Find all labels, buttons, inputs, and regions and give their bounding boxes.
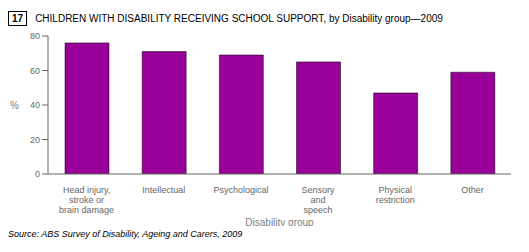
svg-text:Disability group: Disability group [245,217,314,226]
svg-text:0: 0 [35,169,40,179]
svg-text:Other: Other [461,185,484,195]
svg-text:Psychological: Psychological [213,185,268,195]
svg-text:Intellectual: Intellectual [142,185,185,195]
html-text:Source: ABS Survey of Disabili: Source: ABS Survey of Disability, Ageing… [8,229,243,239]
html-text:17: 17 [12,12,24,24]
svg-text:60: 60 [30,66,40,76]
svg-text:80: 80 [30,31,40,41]
svg-text:Physicalrestriction: Physicalrestriction [376,185,415,205]
svg-text:Sensoryandspeech: Sensoryandspeech [302,185,336,215]
svg-text:%: % [10,100,19,111]
svg-text:20: 20 [30,135,40,145]
svg-text:40: 40 [30,100,40,110]
html-text:CHILDREN WITH DISABILITY RECEI: CHILDREN WITH DISABILITY RECEIVING SCHOO… [35,12,443,24]
svg-text:Head injury,stroke orbrain dam: Head injury,stroke orbrain damage [59,185,114,215]
